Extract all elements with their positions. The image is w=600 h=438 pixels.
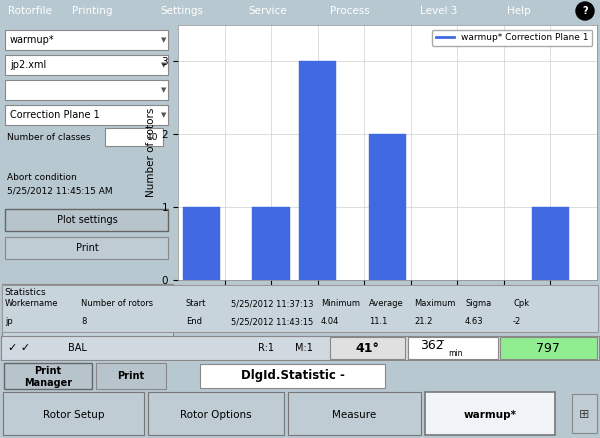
Text: 11.1: 11.1 <box>369 318 388 326</box>
Text: Workername: Workername <box>6 304 59 312</box>
Bar <box>105 128 163 146</box>
Text: Start: Start <box>186 299 206 308</box>
Text: Rotor Setup: Rotor Setup <box>43 410 104 420</box>
Bar <box>182 207 220 280</box>
Text: Number of rotors: Number of rotors <box>81 299 153 308</box>
Text: ⊞: ⊞ <box>579 408 589 421</box>
Bar <box>5 55 168 75</box>
Text: 797: 797 <box>536 342 560 354</box>
Text: 4.04: 4.04 <box>321 318 340 326</box>
Text: Minimum: Minimum <box>321 299 360 308</box>
Bar <box>4 363 92 389</box>
Bar <box>253 207 290 280</box>
Text: Maximum: Maximum <box>414 299 455 308</box>
Bar <box>299 61 336 280</box>
Bar <box>288 392 421 435</box>
Bar <box>425 392 555 435</box>
Text: ✓ ✓: ✓ ✓ <box>8 343 30 353</box>
Text: Print: Print <box>34 367 62 377</box>
Text: ▼: ▼ <box>161 112 166 118</box>
Bar <box>5 80 168 100</box>
Text: ?: ? <box>582 6 588 16</box>
Text: Number of classes: Number of classes <box>7 133 91 141</box>
Text: 5/25/2012 11:45:15 AM: 5/25/2012 11:45:15 AM <box>7 187 113 195</box>
Bar <box>96 363 166 389</box>
Text: R:1: R:1 <box>258 343 274 353</box>
Text: Rotorfile: Rotorfile <box>8 6 52 16</box>
Text: Statistics: Statistics <box>4 288 46 297</box>
Text: Plot settings: Plot settings <box>57 215 118 225</box>
Text: Manager: Manager <box>24 378 72 388</box>
Text: 41°: 41° <box>355 342 379 354</box>
Text: Level 3: Level 3 <box>420 6 457 16</box>
X-axis label: Unbalance / g in: Unbalance / g in <box>345 305 430 315</box>
Text: ▼: ▼ <box>161 87 166 93</box>
Text: Process: Process <box>330 6 370 16</box>
Text: End: End <box>186 318 202 326</box>
Text: Correction Plane 1: Correction Plane 1 <box>10 110 100 120</box>
Text: Help: Help <box>507 6 531 16</box>
Text: M:1: M:1 <box>295 343 313 353</box>
Y-axis label: Number of rotors: Number of rotors <box>146 108 156 197</box>
Text: 8: 8 <box>90 319 95 328</box>
Bar <box>408 337 498 359</box>
Bar <box>5 105 168 125</box>
Text: Sigma: Sigma <box>465 299 491 308</box>
Text: BAL: BAL <box>68 343 87 353</box>
Bar <box>5 237 168 259</box>
Bar <box>500 337 597 359</box>
Text: jp: jp <box>6 319 14 328</box>
Bar <box>5 30 168 50</box>
Text: Abort condition: Abort condition <box>7 173 77 181</box>
Text: -2: -2 <box>513 318 521 326</box>
Bar <box>369 134 406 280</box>
Bar <box>330 337 405 359</box>
Text: Printing: Printing <box>72 6 113 16</box>
Bar <box>5 209 168 231</box>
Text: 8: 8 <box>81 318 86 326</box>
Text: Settings: Settings <box>160 6 203 16</box>
Text: ▼: ▼ <box>161 62 166 68</box>
Text: Rotor Options: Rotor Options <box>180 410 252 420</box>
Text: Cpk: Cpk <box>513 299 529 308</box>
Text: 362: 362 <box>420 339 443 352</box>
Text: 5/25/2012 11:37:13: 5/25/2012 11:37:13 <box>231 299 314 308</box>
Text: 10: 10 <box>146 133 158 141</box>
Circle shape <box>576 2 594 20</box>
Text: warmup*: warmup* <box>10 35 55 45</box>
Bar <box>148 392 284 435</box>
Bar <box>2 284 173 342</box>
Text: 21.2: 21.2 <box>414 318 433 326</box>
Text: jp: jp <box>5 318 13 326</box>
Text: Statistics: Statistics <box>6 287 47 297</box>
Bar <box>572 394 597 433</box>
Bar <box>532 207 569 280</box>
Text: Number of rotors: Number of rotors <box>90 304 162 312</box>
Text: Measure: Measure <box>332 410 377 420</box>
Text: ▼: ▼ <box>161 37 166 43</box>
Text: min: min <box>448 349 463 358</box>
Text: Average: Average <box>369 299 404 308</box>
Text: Service: Service <box>248 6 287 16</box>
Text: 4.63: 4.63 <box>465 318 484 326</box>
Text: warmup*: warmup* <box>464 410 517 420</box>
Bar <box>200 364 385 388</box>
Text: jp2.xml: jp2.xml <box>10 60 46 70</box>
Text: 5/25/2012 11:43:15: 5/25/2012 11:43:15 <box>231 318 313 326</box>
Text: Workername: Workername <box>5 299 58 308</box>
Bar <box>3 392 144 435</box>
Text: Print: Print <box>76 243 99 253</box>
Legend: warmup* Correction Plane 1: warmup* Correction Plane 1 <box>433 29 592 46</box>
Text: Print: Print <box>118 371 145 381</box>
Text: DlgId.Statistic -: DlgId.Statistic - <box>241 370 345 382</box>
